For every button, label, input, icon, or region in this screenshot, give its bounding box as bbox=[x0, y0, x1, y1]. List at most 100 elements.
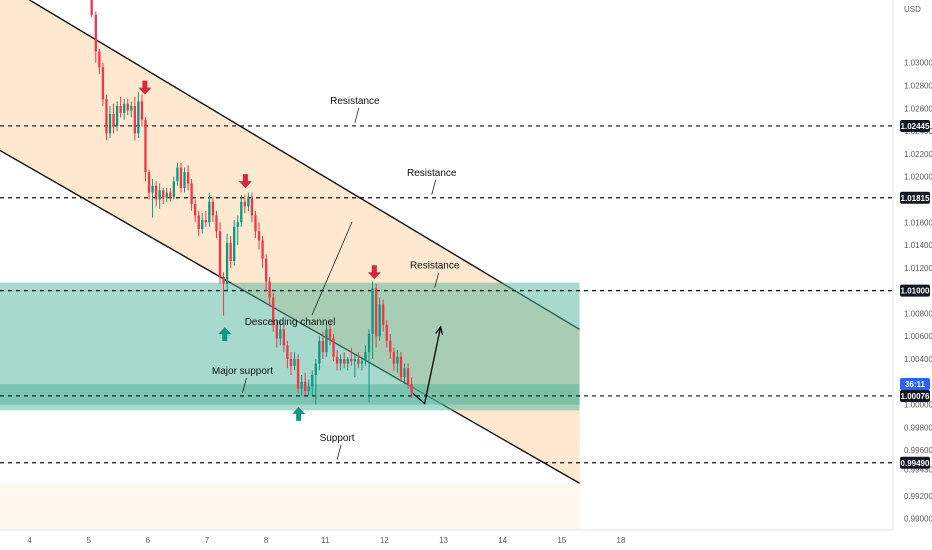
candle[interactable] bbox=[98, 49, 101, 75]
price-badge[interactable]: 1.02445 bbox=[900, 119, 930, 132]
candle[interactable] bbox=[279, 320, 282, 346]
candle[interactable] bbox=[137, 92, 140, 138]
candle[interactable] bbox=[357, 352, 360, 369]
candle[interactable] bbox=[112, 103, 115, 134]
candle[interactable] bbox=[126, 99, 129, 116]
candle[interactable] bbox=[197, 210, 200, 236]
candle[interactable] bbox=[382, 299, 385, 332]
candle[interactable] bbox=[261, 235, 264, 268]
candle[interactable] bbox=[222, 272, 225, 316]
candle[interactable] bbox=[140, 94, 144, 127]
candle[interactable] bbox=[360, 356, 364, 371]
candle[interactable] bbox=[264, 254, 268, 291]
candle[interactable] bbox=[208, 192, 211, 227]
candle[interactable] bbox=[289, 352, 293, 375]
candle[interactable] bbox=[353, 354, 356, 378]
candle[interactable] bbox=[282, 324, 286, 353]
candle[interactable] bbox=[218, 222, 222, 284]
candle[interactable] bbox=[389, 333, 392, 360]
candle[interactable] bbox=[186, 165, 190, 191]
candle[interactable] bbox=[311, 370, 314, 396]
candle[interactable] bbox=[158, 183, 161, 209]
candle[interactable] bbox=[243, 194, 246, 214]
candle[interactable] bbox=[275, 320, 278, 348]
candle[interactable] bbox=[240, 194, 243, 227]
candle[interactable] bbox=[350, 347, 353, 366]
time-axis-panel[interactable] bbox=[0, 530, 932, 550]
candle[interactable] bbox=[371, 281, 374, 360]
candle[interactable] bbox=[257, 222, 261, 250]
candle[interactable] bbox=[108, 106, 112, 138]
candle[interactable] bbox=[101, 62, 105, 106]
price-badge[interactable]: 1.01815 bbox=[900, 191, 930, 204]
candle[interactable] bbox=[215, 210, 218, 239]
candle[interactable] bbox=[374, 283, 378, 348]
candle[interactable] bbox=[314, 359, 317, 405]
candle[interactable] bbox=[190, 178, 193, 211]
candle[interactable] bbox=[165, 188, 168, 202]
candle[interactable] bbox=[325, 322, 328, 357]
channel-upper-line[interactable] bbox=[29, 0, 580, 330]
current-price-badge[interactable]: 36:11 bbox=[900, 377, 930, 390]
candle[interactable] bbox=[115, 101, 119, 132]
candle[interactable] bbox=[321, 331, 325, 360]
candle[interactable] bbox=[300, 374, 303, 396]
candle[interactable] bbox=[346, 356, 349, 371]
candle[interactable] bbox=[211, 197, 215, 223]
candle[interactable] bbox=[151, 178, 154, 218]
candle[interactable] bbox=[130, 101, 133, 118]
candle[interactable] bbox=[318, 336, 321, 371]
candle[interactable] bbox=[233, 219, 236, 266]
candle[interactable] bbox=[339, 354, 342, 371]
candle[interactable] bbox=[144, 117, 147, 182]
candle[interactable] bbox=[296, 354, 300, 394]
candle[interactable] bbox=[332, 333, 335, 362]
candle[interactable] bbox=[162, 188, 165, 205]
projection-path[interactable] bbox=[412, 326, 442, 405]
price-axis-panel[interactable] bbox=[893, 0, 932, 530]
candle[interactable] bbox=[268, 276, 271, 307]
candle[interactable] bbox=[119, 96, 122, 118]
candle[interactable] bbox=[406, 363, 410, 389]
candle[interactable] bbox=[250, 192, 254, 223]
candle[interactable] bbox=[90, 0, 93, 18]
candle[interactable] bbox=[147, 169, 151, 200]
candle[interactable] bbox=[154, 181, 158, 207]
candle[interactable] bbox=[133, 96, 136, 141]
candle[interactable] bbox=[236, 215, 239, 246]
candle[interactable] bbox=[179, 162, 183, 193]
candle[interactable] bbox=[399, 352, 403, 382]
candle[interactable] bbox=[343, 352, 346, 369]
candle[interactable] bbox=[229, 235, 232, 268]
candle[interactable] bbox=[367, 329, 371, 403]
candle[interactable] bbox=[183, 167, 186, 193]
candle[interactable] bbox=[225, 233, 229, 291]
candle[interactable] bbox=[364, 345, 367, 366]
candle[interactable] bbox=[293, 352, 296, 371]
candle[interactable] bbox=[378, 297, 381, 341]
candle[interactable] bbox=[194, 199, 197, 223]
candle[interactable] bbox=[307, 379, 310, 396]
candle[interactable] bbox=[410, 377, 413, 398]
candle[interactable] bbox=[272, 292, 275, 332]
price-badge[interactable]: 1.00076 bbox=[900, 389, 930, 402]
candle[interactable] bbox=[286, 340, 289, 369]
candle[interactable] bbox=[247, 192, 250, 211]
candle[interactable] bbox=[105, 94, 108, 141]
candle[interactable] bbox=[403, 363, 406, 385]
candle[interactable] bbox=[254, 210, 257, 239]
price-badge[interactable]: 1.01000 bbox=[900, 284, 930, 297]
candle[interactable] bbox=[335, 349, 339, 371]
candle[interactable] bbox=[169, 188, 172, 202]
candle[interactable] bbox=[176, 162, 179, 186]
candle[interactable] bbox=[385, 320, 388, 348]
candle[interactable] bbox=[392, 347, 396, 371]
candle[interactable] bbox=[304, 372, 307, 396]
candle[interactable] bbox=[172, 176, 176, 200]
candle[interactable] bbox=[201, 213, 204, 234]
candle[interactable] bbox=[94, 11, 97, 63]
candle[interactable] bbox=[328, 322, 332, 346]
candle[interactable] bbox=[396, 349, 399, 373]
candle[interactable] bbox=[204, 210, 207, 227]
